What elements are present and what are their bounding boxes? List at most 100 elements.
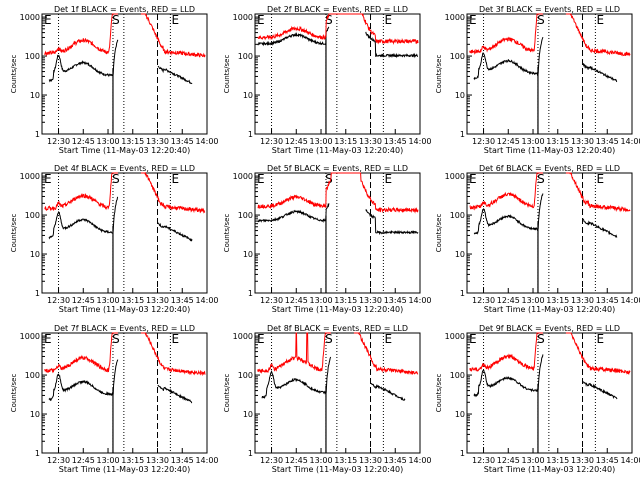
annotation-label: S — [325, 13, 333, 27]
y-tick-label: 10 — [455, 410, 465, 419]
x-tick-label: 13:30 — [571, 137, 594, 146]
events-series-line — [257, 26, 418, 59]
x-tick-label: 12:45 — [285, 456, 308, 465]
lld-series-line — [44, 332, 206, 377]
y-tick-label: 100 — [238, 371, 253, 380]
y-tick-label: 100 — [450, 52, 465, 61]
annotation-label: E — [469, 332, 477, 346]
chart-title: Det 8f BLACK = Events, RED = LLD — [267, 324, 408, 333]
y-tick-label: 10 — [30, 250, 40, 259]
x-tick-label: 12:30 — [472, 137, 495, 146]
x-tick-label: 13:45 — [384, 296, 407, 305]
plot-frame — [466, 332, 633, 454]
chart-panel: Det 5f BLACK = Events, RED = LLD 1 10 100 10… — [223, 164, 432, 314]
y-axis-label: Counts/sec — [10, 214, 18, 253]
x-tick-label: 13:30 — [146, 296, 169, 305]
annotation-label: E — [172, 332, 180, 346]
x-tick-label: 13:45 — [596, 296, 619, 305]
events-series-line — [48, 359, 193, 404]
chart-title: Det 4f BLACK = Events, RED = LLD — [54, 164, 195, 173]
lld-series-line — [44, 171, 206, 214]
y-tick-label: 100 — [25, 211, 40, 220]
x-tick-label: 14:00 — [195, 456, 218, 465]
x-tick-label: 13:00 — [309, 137, 332, 146]
annotation-label: E — [172, 172, 180, 186]
lld-series-line — [469, 172, 631, 213]
y-tick-label: 10 — [30, 91, 40, 100]
x-tick-label: 13:15 — [334, 296, 357, 305]
x-tick-label: 13:30 — [146, 456, 169, 465]
lld-series-line — [469, 332, 631, 376]
events-series-line — [473, 36, 618, 83]
y-axis-label: Counts/sec — [435, 55, 443, 94]
plot-frame — [254, 13, 421, 135]
chart-title: Det 2f BLACK = Events, RED = LLD — [267, 5, 408, 14]
y-tick-label: 1 — [248, 449, 253, 458]
chart-panel: Det 1f BLACK = Events, RED = LLD 1 10 100 10… — [10, 5, 219, 155]
annotation-label: S — [325, 172, 333, 186]
y-axis-label: Counts/sec — [10, 55, 18, 94]
y-tick-label: 1 — [35, 449, 40, 458]
chart-title: Det 9f BLACK = Events, RED = LLD — [479, 324, 620, 333]
x-tick-label: 12:30 — [260, 456, 283, 465]
y-tick-label: 1000 — [20, 13, 40, 22]
lld-series-line — [469, 13, 631, 57]
annotation-label: E — [257, 13, 265, 27]
lld-series-line — [257, 331, 419, 375]
y-tick-label: 100 — [25, 371, 40, 380]
x-tick-label: 14:00 — [408, 456, 431, 465]
x-tick-label: 14:00 — [195, 296, 218, 305]
x-tick-label: 13:30 — [571, 456, 594, 465]
x-tick-label: 13:15 — [546, 456, 569, 465]
y-axis-label: Counts/sec — [435, 374, 443, 413]
y-tick-label: 100 — [238, 52, 253, 61]
plot-frame — [466, 13, 633, 135]
annotation-label: E — [257, 172, 265, 186]
y-tick-label: 1000 — [233, 13, 253, 22]
chart-title: Det 6f BLACK = Events, RED = LLD — [479, 164, 620, 173]
y-tick-label: 10 — [30, 410, 40, 419]
annotation-label: E — [597, 13, 605, 27]
x-tick-label: 13:30 — [359, 137, 382, 146]
y-tick-label: 100 — [25, 52, 40, 61]
x-tick-label: 13:15 — [121, 296, 144, 305]
annotation-label: E — [257, 332, 265, 346]
y-tick-label: 1 — [460, 449, 465, 458]
x-tick-label: 13:00 — [309, 296, 332, 305]
x-axis-label: Start Time (11-May-03 12:20:40) — [484, 465, 615, 474]
x-tick-label: 13:00 — [96, 137, 119, 146]
lld-series-line — [257, 172, 419, 214]
x-tick-label: 13:15 — [334, 137, 357, 146]
y-tick-label: 10 — [455, 250, 465, 259]
y-tick-label: 1000 — [233, 172, 253, 181]
annotation-label: S — [112, 332, 120, 346]
x-tick-label: 12:45 — [285, 137, 308, 146]
lld-series-line — [44, 13, 206, 58]
x-tick-label: 12:45 — [497, 137, 520, 146]
x-tick-label: 12:30 — [260, 137, 283, 146]
x-tick-label: 13:00 — [96, 296, 119, 305]
x-tick-label: 13:15 — [546, 137, 569, 146]
x-tick-label: 14:00 — [620, 456, 640, 465]
y-tick-label: 1 — [248, 289, 253, 298]
x-tick-label: 12:30 — [472, 296, 495, 305]
x-tick-label: 13:45 — [596, 456, 619, 465]
annotation-label: E — [469, 172, 477, 186]
annotation-label: E — [385, 13, 393, 27]
x-axis-label: Start Time (11-May-03 12:20:40) — [272, 146, 403, 155]
annotation-label: S — [537, 332, 545, 346]
annotation-label: E — [44, 172, 52, 186]
x-tick-label: 12:30 — [47, 137, 70, 146]
x-tick-label: 13:45 — [171, 456, 194, 465]
events-series-line — [473, 193, 618, 238]
x-tick-label: 13:30 — [359, 456, 382, 465]
x-axis-label: Start Time (11-May-03 12:20:40) — [272, 305, 403, 314]
annotation-label: E — [469, 13, 477, 27]
plot-frame — [466, 172, 633, 294]
y-tick-label: 100 — [238, 211, 253, 220]
x-tick-label: 14:00 — [408, 296, 431, 305]
x-axis-label: Start Time (11-May-03 12:20:40) — [484, 146, 615, 155]
x-tick-label: 13:30 — [359, 296, 382, 305]
y-axis-label: Counts/sec — [223, 214, 231, 253]
x-tick-label: 13:45 — [596, 137, 619, 146]
